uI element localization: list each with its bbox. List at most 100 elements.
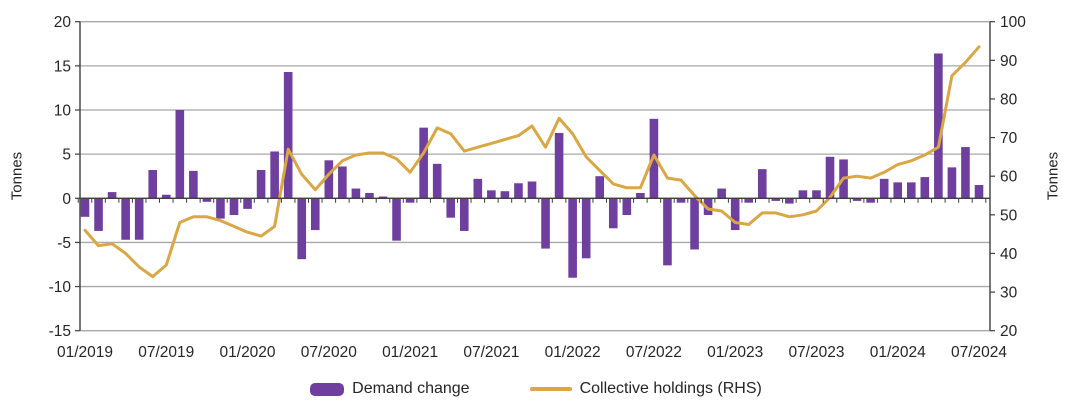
demand-change-bar [405, 198, 415, 203]
demand-change-bar [974, 185, 984, 199]
demand-change-bar [202, 198, 212, 202]
demand-change-bar [80, 198, 90, 217]
demand-change-bar [283, 72, 293, 199]
demand-change-bar [175, 109, 185, 199]
x-axis-tick-label: 01/2021 [382, 344, 438, 361]
x-axis-tick-label: 01/2024 [870, 344, 926, 361]
demand-change-bar [459, 198, 469, 231]
demand-change-bar [134, 198, 144, 240]
demand-change-bar [365, 192, 374, 199]
right-axis-tick-label: 70 [1000, 130, 1018, 147]
legend-label-demand-change: Demand change [352, 380, 470, 397]
demand-change-bar [446, 198, 456, 218]
demand-change-bar [94, 198, 103, 231]
demand-change-bar [825, 156, 835, 199]
demand-change-bar [852, 198, 862, 201]
demand-change-bar [906, 182, 916, 199]
x-axis-tick-label: 07/2020 [301, 344, 357, 361]
right-axis-tick-label: 50 [1000, 207, 1018, 224]
right-axis-tick-label: 20 [1000, 323, 1018, 340]
x-axis-tick-label: 01/2019 [57, 344, 113, 361]
demand-change-bar [324, 160, 334, 199]
demand-change-bar [229, 198, 239, 216]
left-axis-tick-label: 0 [62, 191, 71, 208]
left-axis-tick-label: -5 [57, 235, 71, 252]
demand-change-bar [690, 198, 699, 250]
demand-change-bar [514, 183, 523, 199]
right-axis-tick-label: 90 [1000, 53, 1018, 70]
demand-change-bar [703, 198, 713, 216]
right-axis-tick-label: 40 [1000, 246, 1018, 263]
x-axis-tick-label: 07/2019 [138, 344, 194, 361]
x-axis-tick-label: 07/2022 [626, 344, 682, 361]
demand-change-bar [866, 198, 875, 203]
legend-item-demand-change: Demand change [310, 380, 470, 398]
demand-change-bar [270, 151, 279, 199]
x-axis-tick-label: 01/2022 [545, 344, 601, 361]
right-axis-tick-label: 60 [1000, 169, 1018, 186]
demand-change-bar [622, 198, 632, 216]
demand-change-bar [608, 198, 618, 229]
demand-change-bar [148, 170, 158, 199]
x-axis-tick-label: 07/2023 [788, 344, 844, 361]
demand-change-bar [893, 182, 903, 199]
demand-change-bar [256, 170, 266, 199]
demand-change-bar [487, 190, 496, 199]
left-axis-tick-label: 15 [54, 58, 71, 75]
demand-change-bar [947, 167, 957, 199]
demand-change-bar [432, 163, 442, 199]
demand-change-bar [338, 166, 347, 199]
demand-change-bar [419, 127, 428, 199]
left-axis-title: Tonnes [8, 151, 26, 201]
demand-change-bar [730, 198, 740, 231]
demand-change-bar [500, 191, 510, 199]
demand-change-bar [581, 198, 591, 259]
collective-holdings-line-icon [529, 387, 572, 391]
demand-change-bar [595, 176, 605, 199]
right-axis-tick-label: 100 [1000, 14, 1026, 31]
demand-change-bar [757, 169, 767, 199]
x-axis-tick-label: 07/2021 [463, 344, 519, 361]
demand-change-bar [392, 198, 401, 241]
left-axis-tick-label: 5 [62, 147, 71, 164]
right-axis-tick-label: 80 [1000, 91, 1018, 108]
demand-change-bar [676, 198, 686, 203]
demand-change-swatch-icon [310, 382, 345, 396]
x-axis-tick-label: 01/2023 [707, 344, 763, 361]
demand-change-bar [121, 198, 130, 240]
demand-change-bar [879, 178, 889, 199]
demand-change-bar [554, 132, 564, 199]
demand-change-bar [541, 198, 550, 249]
demand-change-bar [568, 198, 577, 278]
left-axis-tick-label: 10 [54, 102, 72, 119]
demand-change-bar [785, 198, 794, 204]
demand-change-bar [351, 188, 361, 199]
demand-change-bar [920, 177, 930, 199]
right-axis-title: Tonnes [1044, 151, 1062, 201]
demand-change-bar [961, 147, 970, 199]
chart-legend: Demand change Collective holdings (RHS) [0, 380, 1072, 398]
demand-change-bar [297, 198, 307, 260]
demand-change-bar [216, 198, 225, 219]
demand-change-bar [771, 198, 781, 201]
left-axis-tick-label: -10 [49, 279, 72, 296]
demand-change-bar [636, 192, 645, 199]
demand-change-bar [161, 194, 171, 199]
demand-change-bar [310, 198, 320, 231]
chart-plot-area: 20151050-5-10-15100908070605040302001/20… [49, 14, 1027, 361]
demand-change-bar [473, 178, 483, 199]
left-axis-tick-label: -15 [49, 323, 71, 340]
legend-label-collective-holdings: Collective holdings (RHS) [579, 380, 762, 397]
demand-change-bar [527, 181, 537, 199]
x-axis-tick-label: 07/2024 [951, 344, 1007, 361]
demand-change-bar [378, 196, 388, 199]
demand-change-bar [717, 188, 726, 199]
legend-item-collective-holdings: Collective holdings (RHS) [529, 380, 762, 398]
demand-change-bar [663, 198, 672, 266]
x-axis-tick-label: 01/2020 [220, 344, 276, 361]
demand-change-bar [107, 192, 117, 199]
collective-holdings-line [83, 45, 981, 279]
right-axis-tick-label: 30 [1000, 285, 1018, 302]
demand-change-bar [798, 190, 808, 199]
